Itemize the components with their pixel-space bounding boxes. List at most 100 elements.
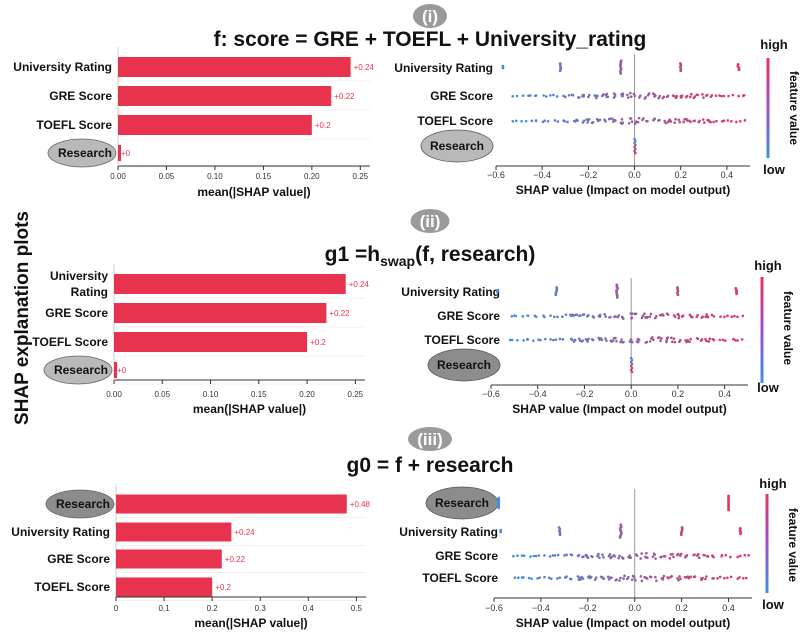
beeswarm-x-tick-label: −0.6 [487, 170, 505, 180]
beeswarm-dot [634, 139, 637, 143]
beeswarm-dot [548, 576, 551, 580]
beeswarm-dot [541, 120, 545, 124]
beeswarm-dot [732, 337, 735, 341]
beeswarm-dot [645, 577, 649, 580]
beeswarm-dot [686, 119, 689, 122]
beeswarm-dot [591, 120, 595, 124]
beeswarm-dot [556, 553, 560, 557]
beeswarm-dot [572, 314, 576, 317]
beeswarm-dot [516, 554, 519, 557]
beeswarm-dot [593, 578, 597, 581]
beeswarm-dot [549, 338, 552, 341]
beeswarm-dot [659, 339, 662, 342]
beeswarm-dot [722, 94, 726, 98]
beeswarm-dot [688, 340, 691, 343]
panel-2: (ii)g1 =hswap(f, research)0.00 0.05 0.10 0.… [32, 209, 795, 416]
beeswarm-dot [614, 315, 617, 318]
beeswarm-dot [565, 553, 568, 557]
beeswarm-dot [664, 340, 668, 344]
bar-value-label: +0.24 [234, 528, 255, 537]
beeswarm-dot [738, 576, 741, 579]
beeswarm-dot [578, 576, 581, 579]
beeswarm-dot [679, 533, 683, 537]
bar-value-label: +0.22 [225, 555, 246, 564]
beeswarm-dot [532, 339, 535, 343]
beeswarm-feature-label: GRE Score [430, 89, 493, 103]
panel-badge-text: (iii) [417, 430, 443, 449]
beeswarm-dot [623, 574, 626, 578]
bar-x-tick-label: 0.5 [351, 604, 363, 613]
beeswarm-dot [628, 91, 632, 95]
beeswarm-dot [650, 336, 654, 339]
beeswarm-dot [516, 338, 519, 342]
bar-x-tick-label: 0.25 [348, 390, 364, 399]
beeswarm-dot [619, 576, 622, 580]
beeswarm-dot [666, 336, 670, 339]
beeswarm-dot [542, 94, 545, 97]
bar-x-tick-label: 0.20 [304, 172, 320, 181]
beeswarm-dot [609, 315, 612, 319]
beeswarm-dot [627, 96, 630, 99]
beeswarm-dot [649, 312, 653, 316]
beeswarm-dot [723, 576, 726, 580]
beeswarm-dot [552, 338, 555, 342]
beeswarm-dot [581, 577, 585, 580]
beeswarm-dot [649, 575, 653, 579]
beeswarm-dot [604, 337, 607, 340]
beeswarm-feature-label: TOEFL Score [424, 333, 500, 347]
beeswarm-dot [710, 313, 714, 317]
beeswarm-dot [582, 93, 586, 97]
beeswarm-dot [673, 340, 677, 344]
beeswarm-dot [525, 337, 529, 341]
bar-category-label: University Rating [13, 60, 112, 74]
beeswarm-dot [682, 120, 685, 124]
bar-value-label: +0.22 [329, 309, 350, 318]
beeswarm-feature-label: GRE Score [437, 309, 500, 323]
beeswarm-dot [512, 554, 515, 558]
bar [114, 332, 308, 352]
colorbar-high-label: high [759, 476, 786, 491]
beeswarm-dot [670, 575, 673, 578]
beeswarm-dot [598, 313, 602, 317]
beeswarm-dot [633, 137, 636, 141]
bar [118, 86, 332, 106]
beeswarm-dot [543, 119, 547, 122]
bar-value-label: +0.24 [354, 63, 375, 72]
beeswarm-dot [670, 336, 673, 340]
beeswarm-dot [701, 118, 705, 121]
beeswarm-dot [679, 69, 683, 73]
beeswarm-dot [563, 119, 566, 123]
bar-value-label: +0.2 [315, 121, 331, 130]
beeswarm-dot [633, 141, 636, 145]
bar-value-label: +0 [121, 149, 131, 158]
colorbar-title: feature value [781, 291, 795, 365]
beeswarm-dot [529, 555, 532, 558]
beeswarm-dot [646, 556, 649, 560]
beeswarm-dot [620, 338, 623, 341]
bar-chart: 0.00 0.05 0.10 0.15 0.20 0.25 mean(|SHAP value… [32, 264, 369, 416]
beeswarm-dot [606, 95, 610, 99]
beeswarm-dot [691, 315, 694, 319]
beeswarm-dot [543, 554, 546, 557]
beeswarm-dot [641, 314, 645, 318]
beeswarm-dot [570, 553, 574, 557]
beeswarm-dot [561, 315, 564, 319]
bar-category-label: Research [56, 497, 110, 511]
beeswarm-dot [608, 117, 612, 120]
beeswarm-dot [564, 313, 568, 316]
beeswarm-dot [552, 93, 555, 97]
beeswarm-dot [510, 338, 514, 342]
beeswarm-dot [578, 96, 581, 99]
bar-highlight-ellipse [45, 489, 115, 519]
beeswarm-dot [660, 337, 663, 340]
beeswarm-dot [645, 340, 649, 344]
beeswarm-dot [522, 576, 525, 579]
beeswarm-dot [689, 95, 692, 99]
beeswarm-dot [628, 554, 632, 557]
bar [118, 145, 121, 161]
beeswarm-dot [720, 94, 723, 98]
beeswarm-dot [579, 314, 582, 317]
beeswarm-dot [646, 119, 649, 123]
beeswarm-highlight-ellipse [420, 129, 494, 163]
beeswarm-dot [654, 94, 657, 97]
